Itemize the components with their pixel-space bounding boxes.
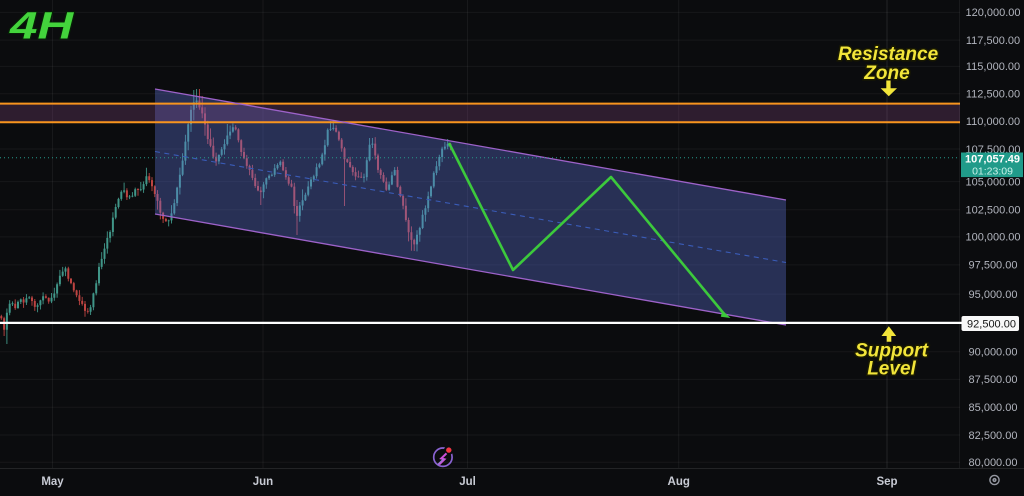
svg-text:120,000.00: 120,000.00	[965, 7, 1020, 19]
svg-text:107,057.49: 107,057.49	[965, 154, 1020, 166]
svg-text:97,500.00: 97,500.00	[969, 260, 1018, 272]
svg-text:95,000.00: 95,000.00	[969, 289, 1018, 301]
svg-text:117,500.00: 117,500.00	[966, 35, 1020, 47]
svg-text:Sep: Sep	[876, 476, 897, 488]
svg-text:85,000.00: 85,000.00	[969, 402, 1018, 414]
svg-text:Resistance: Resistance	[838, 44, 939, 65]
svg-text:4H: 4H	[9, 5, 75, 47]
svg-text:Jul: Jul	[459, 476, 476, 488]
svg-text:102,500.00: 102,500.00	[965, 205, 1020, 217]
svg-text:Support: Support	[855, 341, 928, 362]
svg-text:92,500.00: 92,500.00	[967, 318, 1016, 330]
svg-text:112,500.00: 112,500.00	[966, 89, 1020, 101]
svg-text:115,000.00: 115,000.00	[966, 61, 1020, 73]
svg-text:87,500.00: 87,500.00	[969, 374, 1018, 386]
svg-text:100,000.00: 100,000.00	[965, 232, 1020, 244]
svg-text:Aug: Aug	[668, 476, 690, 488]
svg-text:01:23:09: 01:23:09	[972, 165, 1013, 177]
svg-text:Level: Level	[867, 359, 916, 380]
svg-text:80,000.00: 80,000.00	[969, 457, 1018, 469]
svg-text:Jun: Jun	[253, 476, 273, 488]
svg-text:May: May	[41, 476, 64, 488]
svg-text:90,000.00: 90,000.00	[969, 347, 1018, 359]
svg-text:110,000.00: 110,000.00	[966, 116, 1020, 128]
svg-text:82,500.00: 82,500.00	[969, 430, 1018, 442]
svg-text:105,000.00: 105,000.00	[965, 176, 1020, 188]
